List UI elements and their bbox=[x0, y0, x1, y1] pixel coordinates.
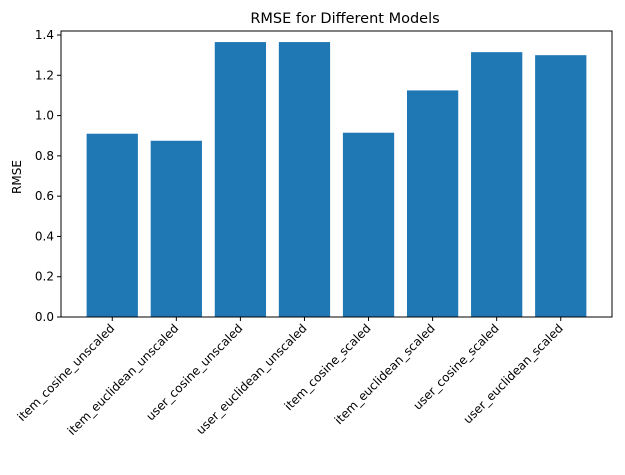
y-tick-label: 1.0 bbox=[35, 109, 54, 123]
y-tick-label: 0.0 bbox=[35, 310, 54, 324]
bar-user_euclidean_scaled bbox=[535, 55, 587, 318]
plot-frame bbox=[60, 30, 613, 318]
bar-user_cosine_unscaled bbox=[214, 42, 267, 318]
bar-user_euclidean_unscaled bbox=[278, 42, 331, 318]
bar-user_cosine_scaled bbox=[471, 52, 523, 317]
y-axis-label: RMSE bbox=[10, 160, 24, 194]
bar-item_euclidean_unscaled bbox=[150, 140, 202, 317]
chart-title: RMSE for Different Models bbox=[250, 11, 439, 27]
y-tick-label: 1.4 bbox=[35, 28, 54, 42]
y-tick-label: 1.2 bbox=[35, 68, 54, 82]
y-tick-label: 0.8 bbox=[35, 149, 54, 163]
bars-group bbox=[86, 42, 587, 318]
y-tick-label: 0.4 bbox=[35, 229, 54, 243]
y-ticks-group: 0.0 0.2 0.4 0.6 0.8 1.0 1.2 1.4 bbox=[35, 28, 61, 324]
x-ticks-group: item_cosine_unscaleditem_euclidean_unsca… bbox=[15, 317, 566, 438]
bar-item_euclidean_scaled bbox=[406, 90, 459, 317]
x-tick-label: user_euclidean_unscaled bbox=[194, 321, 310, 437]
bar-item_cosine_scaled bbox=[342, 132, 395, 317]
y-tick-label: 0.6 bbox=[35, 189, 54, 203]
x-tick-label: item_euclidean_unscaled bbox=[65, 321, 182, 438]
y-tick-label: 0.2 bbox=[35, 270, 54, 284]
bar-item_cosine_unscaled bbox=[86, 133, 138, 317]
